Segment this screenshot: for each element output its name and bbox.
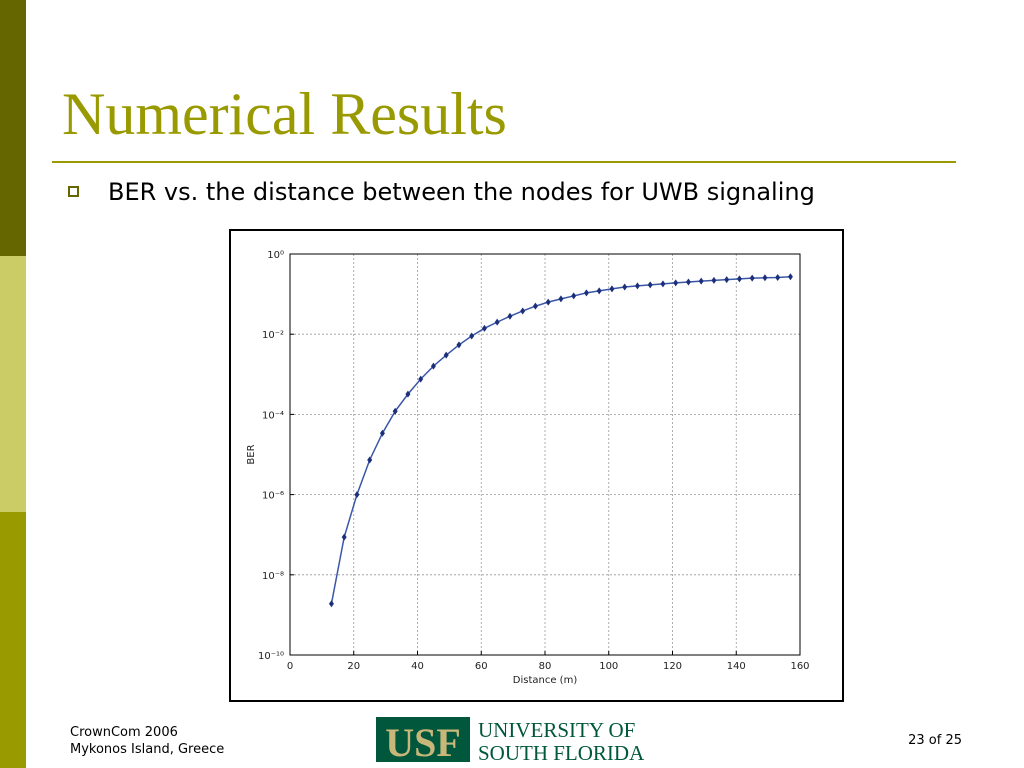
logo-mark: USF <box>385 720 461 765</box>
x-tick-label: 160 <box>790 661 809 672</box>
data-point <box>647 281 653 289</box>
data-point <box>787 273 793 281</box>
bullet-icon <box>68 186 79 197</box>
chart: 0 20 40 60 80 100 120 140 160 10⁻¹⁰ 10⁻⁸ 10⁻⁶ 10⁻⁴ 10… <box>246 250 810 686</box>
data-point <box>571 292 577 300</box>
side-band <box>0 0 26 256</box>
x-tick-label: 0 <box>287 661 293 672</box>
data-point <box>622 283 628 291</box>
logo-box <box>376 717 470 762</box>
x-tick-label: 100 <box>599 661 618 672</box>
data-point <box>456 341 462 349</box>
slide-title: Numerical Results <box>62 81 507 147</box>
data-point <box>762 274 768 282</box>
data-point <box>341 533 347 541</box>
footer-text: Mykonos Island, Greece <box>70 742 224 757</box>
y-tick-label: 10⁻¹⁰ <box>258 651 284 662</box>
y-tick-label: 10⁻⁸ <box>262 571 284 582</box>
data-point <box>379 429 385 437</box>
data-point <box>328 600 334 608</box>
data-point <box>367 456 373 464</box>
data-point <box>736 275 742 283</box>
axes-box <box>289 253 801 656</box>
data-point <box>392 407 398 415</box>
logo-text: UNIVERSITY OF <box>478 718 635 742</box>
y-axis-label: BER <box>246 444 257 464</box>
data-point <box>443 351 449 359</box>
x-tick-label: 40 <box>411 661 424 672</box>
y-tick-label: 10⁻² <box>262 330 284 341</box>
bullet-text: BER vs. the distance between the nodes f… <box>108 178 815 206</box>
data-point <box>711 276 717 284</box>
footer-text: CrownCom 2006 <box>70 725 178 740</box>
data-point <box>724 276 730 284</box>
data-point <box>775 273 781 281</box>
x-tick-label: 140 <box>727 661 746 672</box>
data-point <box>583 289 589 297</box>
data-point <box>634 282 640 290</box>
data-point <box>418 375 424 383</box>
x-axis-label: Distance (m) <box>513 675 578 686</box>
data-point <box>698 277 704 285</box>
data-point <box>520 307 526 315</box>
x-tick-label: 60 <box>475 661 488 672</box>
data-point <box>469 332 475 340</box>
side-band <box>0 512 26 768</box>
data-point <box>558 295 564 303</box>
y-tick-label: 10⁻⁴ <box>262 410 284 421</box>
x-tick-label: 120 <box>663 661 682 672</box>
x-tick-label: 80 <box>539 661 552 672</box>
data-point <box>749 274 755 282</box>
data-point <box>481 324 487 332</box>
data-point <box>660 280 666 288</box>
data-point <box>532 302 538 310</box>
data-point <box>596 287 602 295</box>
x-tick-label: 20 <box>347 661 360 672</box>
data-point <box>430 362 436 370</box>
page-number: 23 of 25 <box>908 733 962 748</box>
data-point <box>507 312 513 320</box>
y-tick-label: 10⁰ <box>267 250 284 261</box>
logo-text: SOUTH FLORIDA <box>478 741 645 765</box>
data-point <box>673 279 679 287</box>
data-point <box>494 318 500 326</box>
side-band <box>0 256 26 512</box>
data-point <box>405 390 411 398</box>
y-tick-label: 10⁻⁶ <box>262 491 284 502</box>
data-point <box>685 278 691 286</box>
data-point <box>609 285 615 293</box>
data-point <box>354 491 360 499</box>
data-point <box>545 298 551 306</box>
